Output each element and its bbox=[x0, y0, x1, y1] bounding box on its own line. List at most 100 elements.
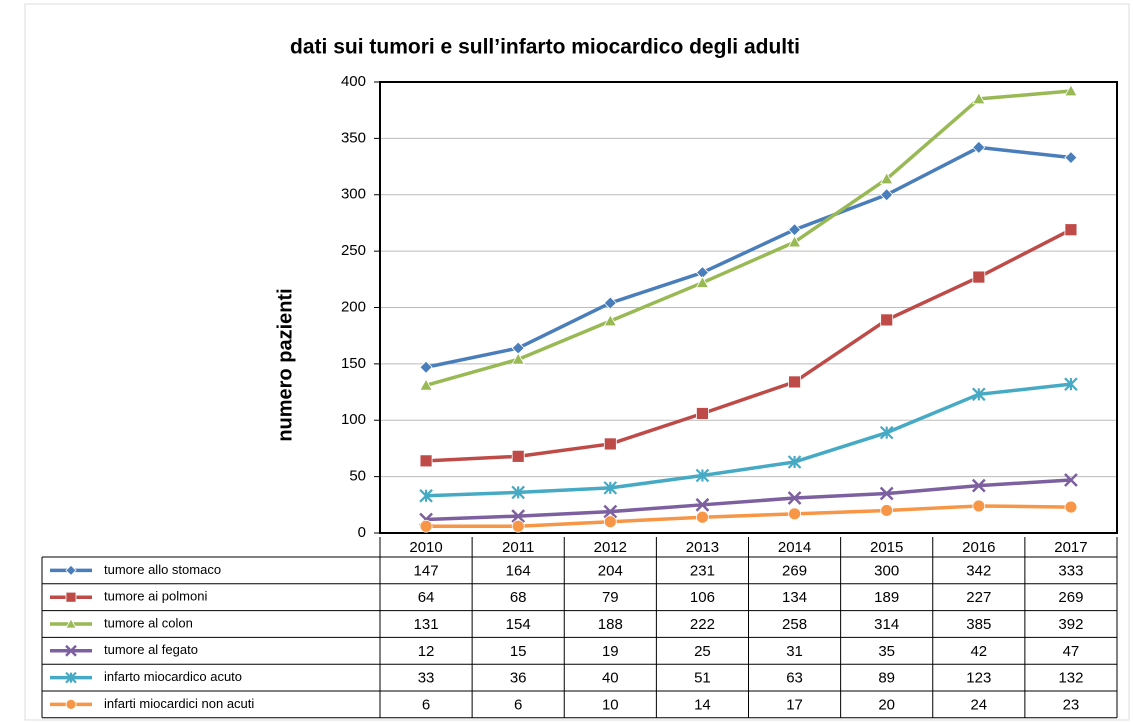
table-value: 123 bbox=[966, 670, 991, 687]
table-value: 10 bbox=[602, 696, 619, 713]
series-line bbox=[426, 504, 1071, 528]
marker bbox=[879, 425, 894, 440]
table-value: 51 bbox=[694, 670, 711, 687]
legend-label: tumore ai polmoni bbox=[104, 589, 207, 604]
table-value: 300 bbox=[874, 562, 899, 579]
x-tick-label: 2016 bbox=[962, 539, 995, 556]
table-value: 164 bbox=[506, 562, 531, 579]
table-value: 68 bbox=[510, 589, 527, 606]
table-value: 204 bbox=[598, 562, 623, 579]
marker bbox=[419, 360, 433, 374]
table-value: 36 bbox=[510, 670, 527, 687]
table-value: 14 bbox=[694, 696, 711, 713]
marker bbox=[419, 489, 433, 503]
table-value: 154 bbox=[506, 616, 531, 633]
marker bbox=[603, 504, 618, 519]
table-value: 269 bbox=[782, 562, 807, 579]
marker bbox=[603, 296, 617, 310]
plot-border bbox=[379, 81, 1118, 534]
y-tick-label: 100 bbox=[341, 411, 366, 428]
table-value: 6 bbox=[422, 696, 430, 713]
marker bbox=[879, 486, 894, 501]
marker bbox=[972, 92, 986, 105]
marker bbox=[419, 378, 433, 391]
marker bbox=[65, 618, 77, 629]
table-value: 35 bbox=[878, 643, 895, 660]
table-value: 47 bbox=[1063, 643, 1080, 660]
table-value: 131 bbox=[414, 616, 439, 633]
marker bbox=[972, 270, 986, 284]
chart-title: dati sui tumori e sull’infarto miocardic… bbox=[290, 36, 800, 59]
marker bbox=[788, 507, 801, 521]
table-value: 33 bbox=[418, 670, 435, 687]
legend-label: tumore allo stomaco bbox=[104, 562, 221, 577]
y-tick-label: 200 bbox=[341, 298, 366, 315]
table-value: 24 bbox=[970, 696, 987, 713]
marker bbox=[419, 454, 433, 468]
marker bbox=[1064, 150, 1078, 165]
marker bbox=[511, 352, 525, 365]
series-line bbox=[425, 228, 1072, 463]
table-value: 333 bbox=[1058, 562, 1083, 579]
table-value: 189 bbox=[874, 589, 899, 606]
marker bbox=[511, 341, 525, 355]
marker bbox=[65, 591, 77, 603]
marker bbox=[603, 437, 617, 451]
marker bbox=[695, 497, 710, 512]
marker bbox=[880, 313, 894, 327]
series-line bbox=[425, 145, 1072, 369]
marker bbox=[511, 509, 526, 523]
marker bbox=[695, 275, 710, 288]
x-tick-label: 2013 bbox=[686, 539, 719, 556]
table-value: 106 bbox=[690, 589, 715, 606]
table-value: 23 bbox=[1063, 696, 1080, 713]
marker bbox=[1064, 223, 1078, 237]
marker bbox=[65, 564, 77, 576]
marker bbox=[603, 314, 617, 327]
marker bbox=[603, 481, 618, 495]
marker bbox=[880, 504, 894, 517]
table-value: 269 bbox=[1058, 589, 1083, 606]
table-value: 42 bbox=[970, 643, 987, 660]
marker bbox=[972, 387, 986, 402]
table-value: 134 bbox=[782, 589, 807, 606]
table-value: 132 bbox=[1058, 670, 1083, 687]
table-value: 64 bbox=[418, 589, 435, 606]
y-tick-label: 50 bbox=[349, 468, 366, 485]
marker bbox=[1064, 500, 1078, 514]
table-value: 20 bbox=[878, 696, 895, 713]
marker bbox=[880, 188, 894, 202]
table-value: 25 bbox=[694, 643, 711, 660]
table-value: 342 bbox=[966, 562, 991, 579]
table-value: 40 bbox=[602, 670, 619, 687]
marker bbox=[695, 468, 710, 483]
series-line bbox=[425, 478, 1072, 522]
table-value: 89 bbox=[878, 670, 895, 687]
marker bbox=[787, 223, 802, 237]
table-value: 227 bbox=[966, 589, 991, 606]
marker bbox=[1064, 84, 1078, 97]
table-value: 12 bbox=[418, 643, 435, 660]
marker bbox=[65, 699, 77, 710]
marker bbox=[511, 485, 525, 500]
y-axis-label: numero pazienti bbox=[274, 288, 296, 441]
marker bbox=[419, 519, 433, 533]
marker bbox=[511, 519, 525, 533]
y-tick-label: 400 bbox=[341, 73, 366, 90]
table-value: 392 bbox=[1058, 616, 1083, 633]
table-value: 314 bbox=[874, 616, 899, 633]
series-line bbox=[425, 89, 1072, 387]
y-tick-label: 250 bbox=[341, 242, 366, 259]
marker bbox=[65, 644, 77, 657]
marker bbox=[788, 375, 801, 389]
y-tick-label: 350 bbox=[341, 129, 366, 146]
y-tick-label: 0 bbox=[358, 524, 366, 541]
marker bbox=[971, 478, 986, 493]
series-line bbox=[425, 382, 1072, 498]
x-tick-label: 2014 bbox=[778, 539, 811, 556]
frame bbox=[24, 3, 1130, 721]
table-value: 188 bbox=[598, 616, 623, 633]
marker bbox=[972, 499, 986, 513]
marker bbox=[65, 671, 77, 684]
